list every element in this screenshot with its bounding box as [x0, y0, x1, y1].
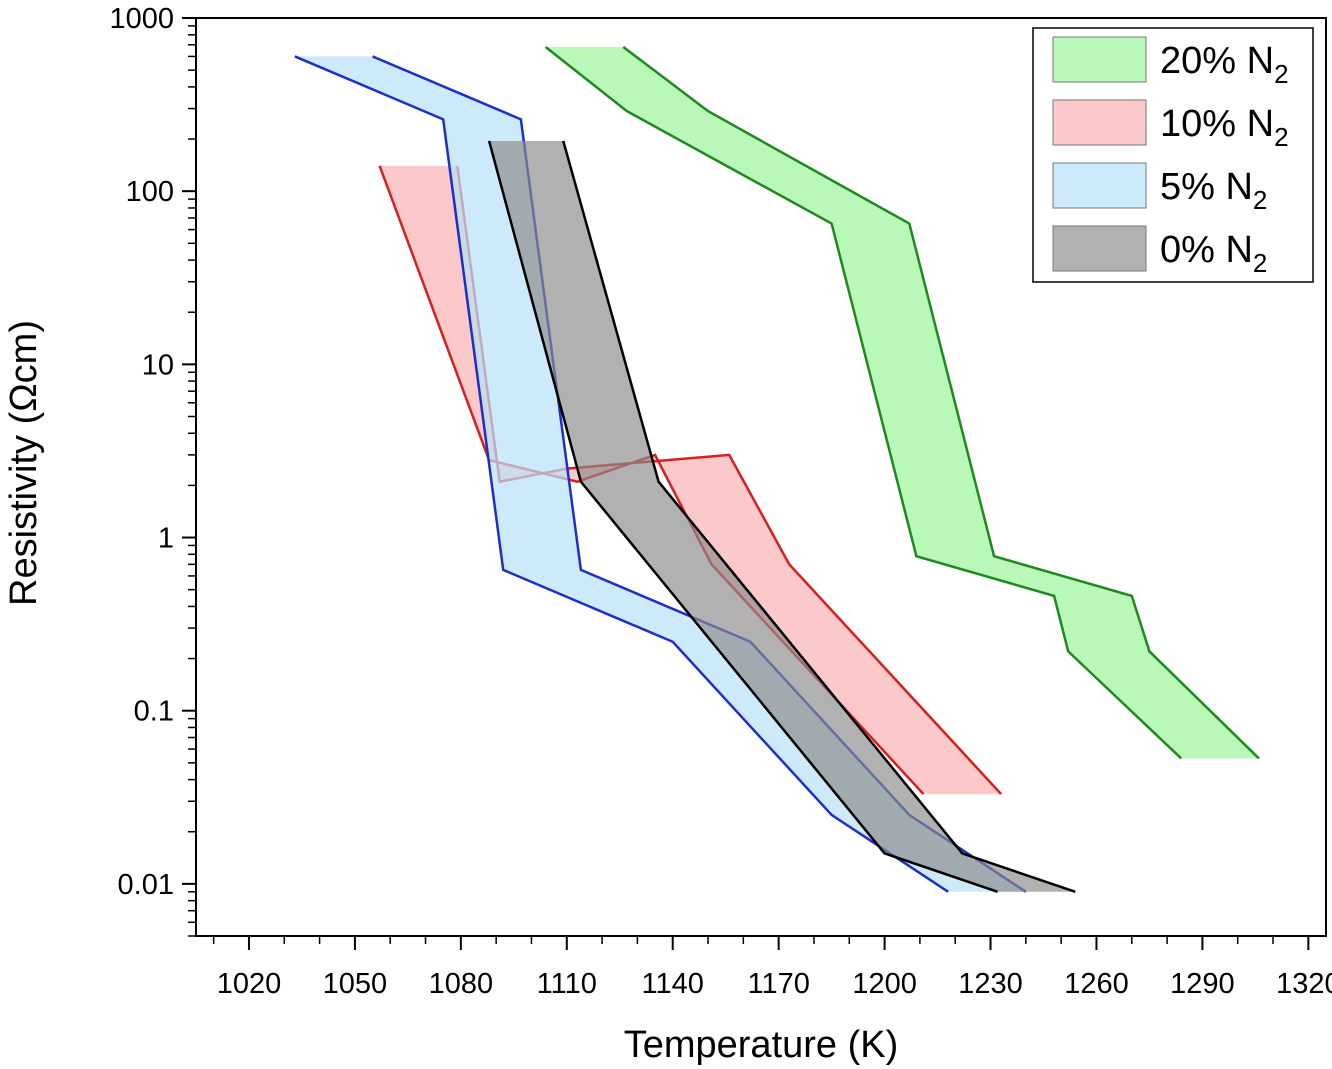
- y-axis-title: Resistivity (Ωcm): [3, 320, 45, 606]
- y-tick-label: 10: [142, 349, 174, 381]
- x-tick-label: 1080: [429, 968, 494, 1000]
- x-tick-label: 1230: [958, 968, 1023, 1000]
- x-tick-label: 1200: [852, 968, 917, 1000]
- axes-layer: 1020 1050 1080 1110 1140 1170 1200 1230 1260 1290…: [109, 3, 1332, 1000]
- y-tick-label: 0.01: [118, 869, 174, 901]
- legend-item-2: 5% N2: [1052, 162, 1267, 215]
- x-tick-label: 1140: [642, 968, 704, 1000]
- series-3-lower-line: [487, 140, 998, 893]
- series-3-upper-line: [562, 140, 1076, 893]
- x-tick-label: 1290: [1170, 968, 1235, 1000]
- legend-swatch: [1052, 162, 1147, 209]
- y-tick-label: 0.1: [134, 696, 174, 728]
- series-0-upper-line: [622, 46, 1260, 760]
- legend-label: 5% N2: [1160, 166, 1267, 215]
- y-tick-label: 1: [158, 523, 174, 555]
- legend-label: 10% N2: [1160, 103, 1289, 152]
- series-3: [487, 140, 1076, 893]
- x-tick-label: 1020: [217, 968, 282, 1000]
- legend-swatch: [1052, 99, 1147, 146]
- x-tick-label: 1110: [537, 968, 597, 1000]
- series-3-band: [489, 140, 1076, 892]
- legend-item-3: 0% N2: [1052, 225, 1267, 278]
- legend-swatch: [1052, 36, 1147, 83]
- y-tick-label: 100: [126, 176, 174, 208]
- legend-item-0: 20% N2: [1052, 36, 1289, 89]
- legend-items: 20% N2 10% N2 5% N2 0% N2: [1052, 36, 1289, 278]
- series-0: [544, 46, 1260, 760]
- x-tick-label: 1170: [747, 968, 809, 1000]
- series-0-band: [545, 47, 1259, 759]
- series-2-band: [294, 56, 1026, 892]
- plot-area: 1020 1050 1080 1110 1140 1170 1200 1230 1260 1290…: [109, 3, 1332, 1000]
- plot-frame: [195, 17, 1327, 937]
- series-0-lower-line: [544, 46, 1183, 760]
- y-tick-label: 1000: [109, 3, 174, 35]
- x-tick-label: 1050: [323, 968, 388, 1000]
- series-2-lower-line: [294, 55, 949, 893]
- series-layer: [294, 46, 1260, 893]
- x-tick-label: 1260: [1064, 968, 1129, 1000]
- legend: 20% N2 10% N2 5% N2 0% N2: [1032, 27, 1314, 283]
- legend-label: 0% N2: [1160, 229, 1267, 278]
- legend-item-1: 10% N2: [1052, 99, 1289, 152]
- x-axis-title: Temperature (K): [624, 1024, 899, 1066]
- series-1-band: [379, 165, 1002, 795]
- legend-swatch: [1052, 225, 1147, 272]
- legend-label: 20% N2: [1160, 40, 1289, 89]
